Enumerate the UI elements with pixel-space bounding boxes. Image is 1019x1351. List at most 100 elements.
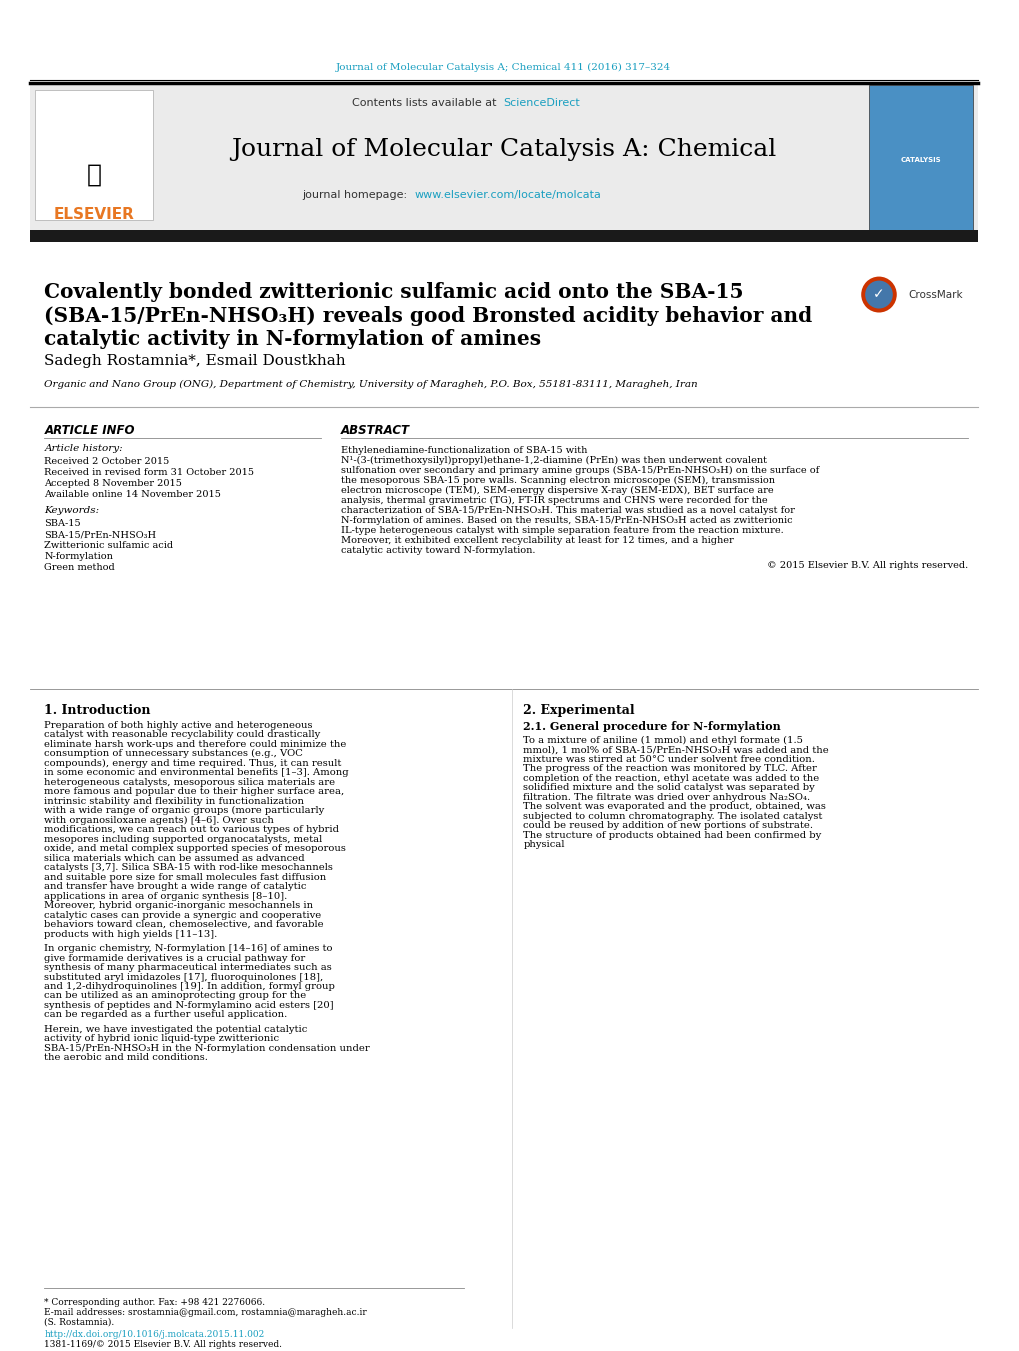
Text: electron microscope (TEM), SEM-energy dispersive X-ray (SEM-EDX), BET surface ar: electron microscope (TEM), SEM-energy di… [340, 486, 772, 496]
Text: sulfonation over secondary and primary amine groups (SBA-15/PrEn-NHSO₃H) on the : sulfonation over secondary and primary a… [340, 466, 818, 476]
Text: The solvent was evaporated and the product, obtained, was: The solvent was evaporated and the produ… [523, 802, 825, 811]
Text: 🌳: 🌳 [87, 162, 101, 186]
Text: eliminate harsh work-ups and therefore could minimize the: eliminate harsh work-ups and therefore c… [45, 740, 346, 748]
Text: Keywords:: Keywords: [45, 507, 100, 515]
Text: (S. Rostamnia).: (S. Rostamnia). [45, 1319, 114, 1327]
Text: more famous and popular due to their higher surface area,: more famous and popular due to their hig… [45, 788, 344, 796]
Text: SBA-15: SBA-15 [45, 519, 81, 528]
Text: Journal of Molecular Catalysis A; Chemical 411 (2016) 317–324: Journal of Molecular Catalysis A; Chemic… [336, 63, 671, 73]
Text: mesopores including supported organocatalysts, metal: mesopores including supported organocata… [45, 835, 322, 844]
Text: Herein, we have investigated the potential catalytic: Herein, we have investigated the potenti… [45, 1025, 308, 1034]
Text: ARTICLE INFO: ARTICLE INFO [45, 424, 135, 438]
Text: N¹-(3-(trimethoxysilyl)propyl)ethane-1,2-diamine (PrEn) was then underwent coval: N¹-(3-(trimethoxysilyl)propyl)ethane-1,2… [340, 457, 766, 466]
Text: physical: physical [523, 840, 565, 850]
Text: intrinsic stability and flexibility in functionalization: intrinsic stability and flexibility in f… [45, 797, 304, 805]
Text: Received in revised form 31 October 2015: Received in revised form 31 October 2015 [45, 469, 254, 477]
Text: To a mixture of aniline (1 mmol) and ethyl formate (1.5: To a mixture of aniline (1 mmol) and eth… [523, 736, 803, 744]
Text: modifications, we can reach out to various types of hybrid: modifications, we can reach out to vario… [45, 825, 339, 834]
Text: Contents lists available at: Contents lists available at [352, 97, 503, 108]
Text: substituted aryl imidazoles [17], fluoroquinolones [18],: substituted aryl imidazoles [17], fluoro… [45, 973, 323, 982]
Text: N-formylation of amines. Based on the results, SBA-15/PrEn-NHSO₃H acted as zwitt: N-formylation of amines. Based on the re… [340, 516, 792, 526]
Text: catalyst with reasonable recyclability could drastically: catalyst with reasonable recyclability c… [45, 731, 320, 739]
Circle shape [860, 277, 896, 312]
Text: with a wide range of organic groups (more particularly: with a wide range of organic groups (mor… [45, 807, 324, 816]
Text: Journal of Molecular Catalysis A: Chemical: Journal of Molecular Catalysis A: Chemic… [231, 138, 775, 161]
Text: heterogeneous catalysts, mesoporous silica materials are: heterogeneous catalysts, mesoporous sili… [45, 778, 335, 786]
Text: oxide, and metal complex supported species of mesoporous: oxide, and metal complex supported speci… [45, 844, 346, 854]
Text: * Corresponding author. Fax: +98 421 2276066.: * Corresponding author. Fax: +98 421 227… [45, 1298, 265, 1306]
Text: Zwitterionic sulfamic acid: Zwitterionic sulfamic acid [45, 542, 173, 550]
Text: 1381-1169/© 2015 Elsevier B.V. All rights reserved.: 1381-1169/© 2015 Elsevier B.V. All right… [45, 1340, 282, 1348]
Bar [30, 230, 977, 242]
Text: and suitable pore size for small molecules fast diffusion: and suitable pore size for small molecul… [45, 873, 326, 882]
Text: Preparation of both highly active and heterogeneous: Preparation of both highly active and he… [45, 721, 313, 730]
Text: In organic chemistry, N-formylation [14–16] of amines to: In organic chemistry, N-formylation [14–… [45, 944, 332, 952]
Text: applications in area of organic synthesis [8–10].: applications in area of organic synthesi… [45, 892, 287, 901]
Text: characterization of SBA-15/PrEn-NHSO₃H. This material was studied as a novel cat: characterization of SBA-15/PrEn-NHSO₃H. … [340, 507, 794, 515]
Text: Moreover, it exhibited excellent recyclability at least for 12 times, and a high: Moreover, it exhibited excellent recycla… [340, 536, 733, 546]
Text: filtration. The filtrate was dried over anhydrous Na₂SO₄.: filtration. The filtrate was dried over … [523, 793, 810, 801]
Text: behaviors toward clean, chemoselective, and favorable: behaviors toward clean, chemoselective, … [45, 920, 324, 929]
Text: http://dx.doi.org/10.1016/j.molcata.2015.11.002: http://dx.doi.org/10.1016/j.molcata.2015… [45, 1329, 265, 1339]
Text: with organosiloxane agents) [4–6]. Over such: with organosiloxane agents) [4–6]. Over … [45, 816, 274, 825]
Text: synthesis of many pharmaceutical intermediates such as: synthesis of many pharmaceutical interme… [45, 963, 332, 971]
Text: Organic and Nano Group (ONG), Department of Chemistry, University of Maragheh, P: Organic and Nano Group (ONG), Department… [45, 380, 697, 389]
Text: could be reused by addition of new portions of substrate.: could be reused by addition of new porti… [523, 821, 812, 831]
Text: in some economic and environmental benefits [1–3]. Among: in some economic and environmental benef… [45, 769, 348, 777]
Text: Received 2 October 2015: Received 2 October 2015 [45, 457, 169, 466]
Text: E-mail addresses: srostamnia@gmail.com, rostamnia@maragheh.ac.ir: E-mail addresses: srostamnia@gmail.com, … [45, 1308, 367, 1317]
Text: Sadegh Rostamnia*, Esmail Doustkhah: Sadegh Rostamnia*, Esmail Doustkhah [45, 354, 345, 369]
Bar [868, 85, 972, 230]
Text: Accepted 8 November 2015: Accepted 8 November 2015 [45, 480, 182, 488]
Text: give formamide derivatives is a crucial pathway for: give formamide derivatives is a crucial … [45, 954, 306, 962]
Text: Available online 14 November 2015: Available online 14 November 2015 [45, 490, 221, 500]
Text: CATALYSIS: CATALYSIS [900, 157, 940, 162]
Text: Moreover, hybrid organic-inorganic mesochannels in: Moreover, hybrid organic-inorganic mesoc… [45, 901, 313, 911]
Text: activity of hybrid ionic liquid-type zwitterionic: activity of hybrid ionic liquid-type zwi… [45, 1035, 279, 1043]
Text: Ethylenediamine-functionalization of SBA-15 with: Ethylenediamine-functionalization of SBA… [340, 446, 587, 455]
Text: solidified mixture and the solid catalyst was separated by: solidified mixture and the solid catalys… [523, 784, 814, 792]
Text: ✓: ✓ [872, 288, 883, 301]
Text: analysis, thermal gravimetric (TG), FT-IR spectrums and CHNS were recorded for t: analysis, thermal gravimetric (TG), FT-I… [340, 496, 766, 505]
Text: ELSEVIER: ELSEVIER [53, 207, 135, 222]
Text: catalytic cases can provide a synergic and cooperative: catalytic cases can provide a synergic a… [45, 911, 321, 920]
Text: products with high yields [11–13].: products with high yields [11–13]. [45, 929, 217, 939]
Text: mixture was stirred at 50°C under solvent free condition.: mixture was stirred at 50°C under solven… [523, 755, 814, 763]
Text: The structure of products obtained had been confirmed by: The structure of products obtained had b… [523, 831, 821, 840]
Text: silica materials which can be assumed as advanced: silica materials which can be assumed as… [45, 854, 305, 863]
Text: journal homepage:: journal homepage: [303, 189, 415, 200]
Circle shape [864, 281, 892, 308]
Text: 2.1. General procedure for N-formylation: 2.1. General procedure for N-formylation [523, 721, 781, 732]
Text: and 1,2-dihydroquinolines [19]. In addition, formyl group: and 1,2-dihydroquinolines [19]. In addit… [45, 982, 335, 992]
Text: www.elsevier.com/locate/molcata: www.elsevier.com/locate/molcata [415, 189, 601, 200]
Text: and transfer have brought a wide range of catalytic: and transfer have brought a wide range o… [45, 882, 307, 892]
FancyBboxPatch shape [30, 85, 977, 230]
Text: 2. Experimental: 2. Experimental [523, 704, 635, 717]
Text: Green method: Green method [45, 563, 115, 571]
Text: Covalently bonded zwitterionic sulfamic acid onto the SBA-15: Covalently bonded zwitterionic sulfamic … [45, 281, 743, 301]
Text: mmol), 1 mol% of SBA-15/PrEn-NHSO₃H was added and the: mmol), 1 mol% of SBA-15/PrEn-NHSO₃H was … [523, 746, 828, 754]
Text: can be utilized as an aminoprotecting group for the: can be utilized as an aminoprotecting gr… [45, 992, 307, 1001]
Text: subjected to column chromatography. The isolated catalyst: subjected to column chromatography. The … [523, 812, 822, 821]
Text: SBA-15/PrEn-NHSO₃H in the N-formylation condensation under: SBA-15/PrEn-NHSO₃H in the N-formylation … [45, 1044, 370, 1052]
Text: IL-type heterogeneous catalyst with simple separation feature from the reaction : IL-type heterogeneous catalyst with simp… [340, 526, 783, 535]
Text: the aerobic and mild conditions.: the aerobic and mild conditions. [45, 1054, 208, 1062]
Text: consumption of unnecessary substances (e.g., VOC: consumption of unnecessary substances (e… [45, 750, 303, 758]
Text: the mesoporous SBA-15 pore walls. Scanning electron microscope (SEM), transmissi: the mesoporous SBA-15 pore walls. Scanni… [340, 477, 774, 485]
Text: © 2015 Elsevier B.V. All rights reserved.: © 2015 Elsevier B.V. All rights reserved… [766, 561, 967, 570]
Text: ABSTRACT: ABSTRACT [340, 424, 410, 438]
Text: compounds), energy and time required. Thus, it can result: compounds), energy and time required. Th… [45, 759, 341, 767]
Text: completion of the reaction, ethyl acetate was added to the: completion of the reaction, ethyl acetat… [523, 774, 819, 782]
Text: CrossMark: CrossMark [908, 289, 962, 300]
Bar [35, 91, 153, 220]
Text: SBA-15/PrEn-NHSO₃H: SBA-15/PrEn-NHSO₃H [45, 530, 156, 539]
Text: 1. Introduction: 1. Introduction [45, 704, 151, 717]
Text: catalytic activity toward N-formylation.: catalytic activity toward N-formylation. [340, 546, 535, 555]
Text: (SBA-15/PrEn-NHSO₃H) reveals good Bronsted acidity behavior and: (SBA-15/PrEn-NHSO₃H) reveals good Bronst… [45, 305, 812, 326]
Text: N-formylation: N-formylation [45, 553, 113, 561]
Text: can be regarded as a further useful application.: can be regarded as a further useful appl… [45, 1011, 287, 1020]
Text: synthesis of peptides and N-formylamino acid esters [20]: synthesis of peptides and N-formylamino … [45, 1001, 334, 1011]
Text: ScienceDirect: ScienceDirect [503, 97, 580, 108]
Text: catalytic activity in N-formylation of amines: catalytic activity in N-formylation of a… [45, 330, 541, 350]
Text: Article history:: Article history: [45, 444, 123, 454]
